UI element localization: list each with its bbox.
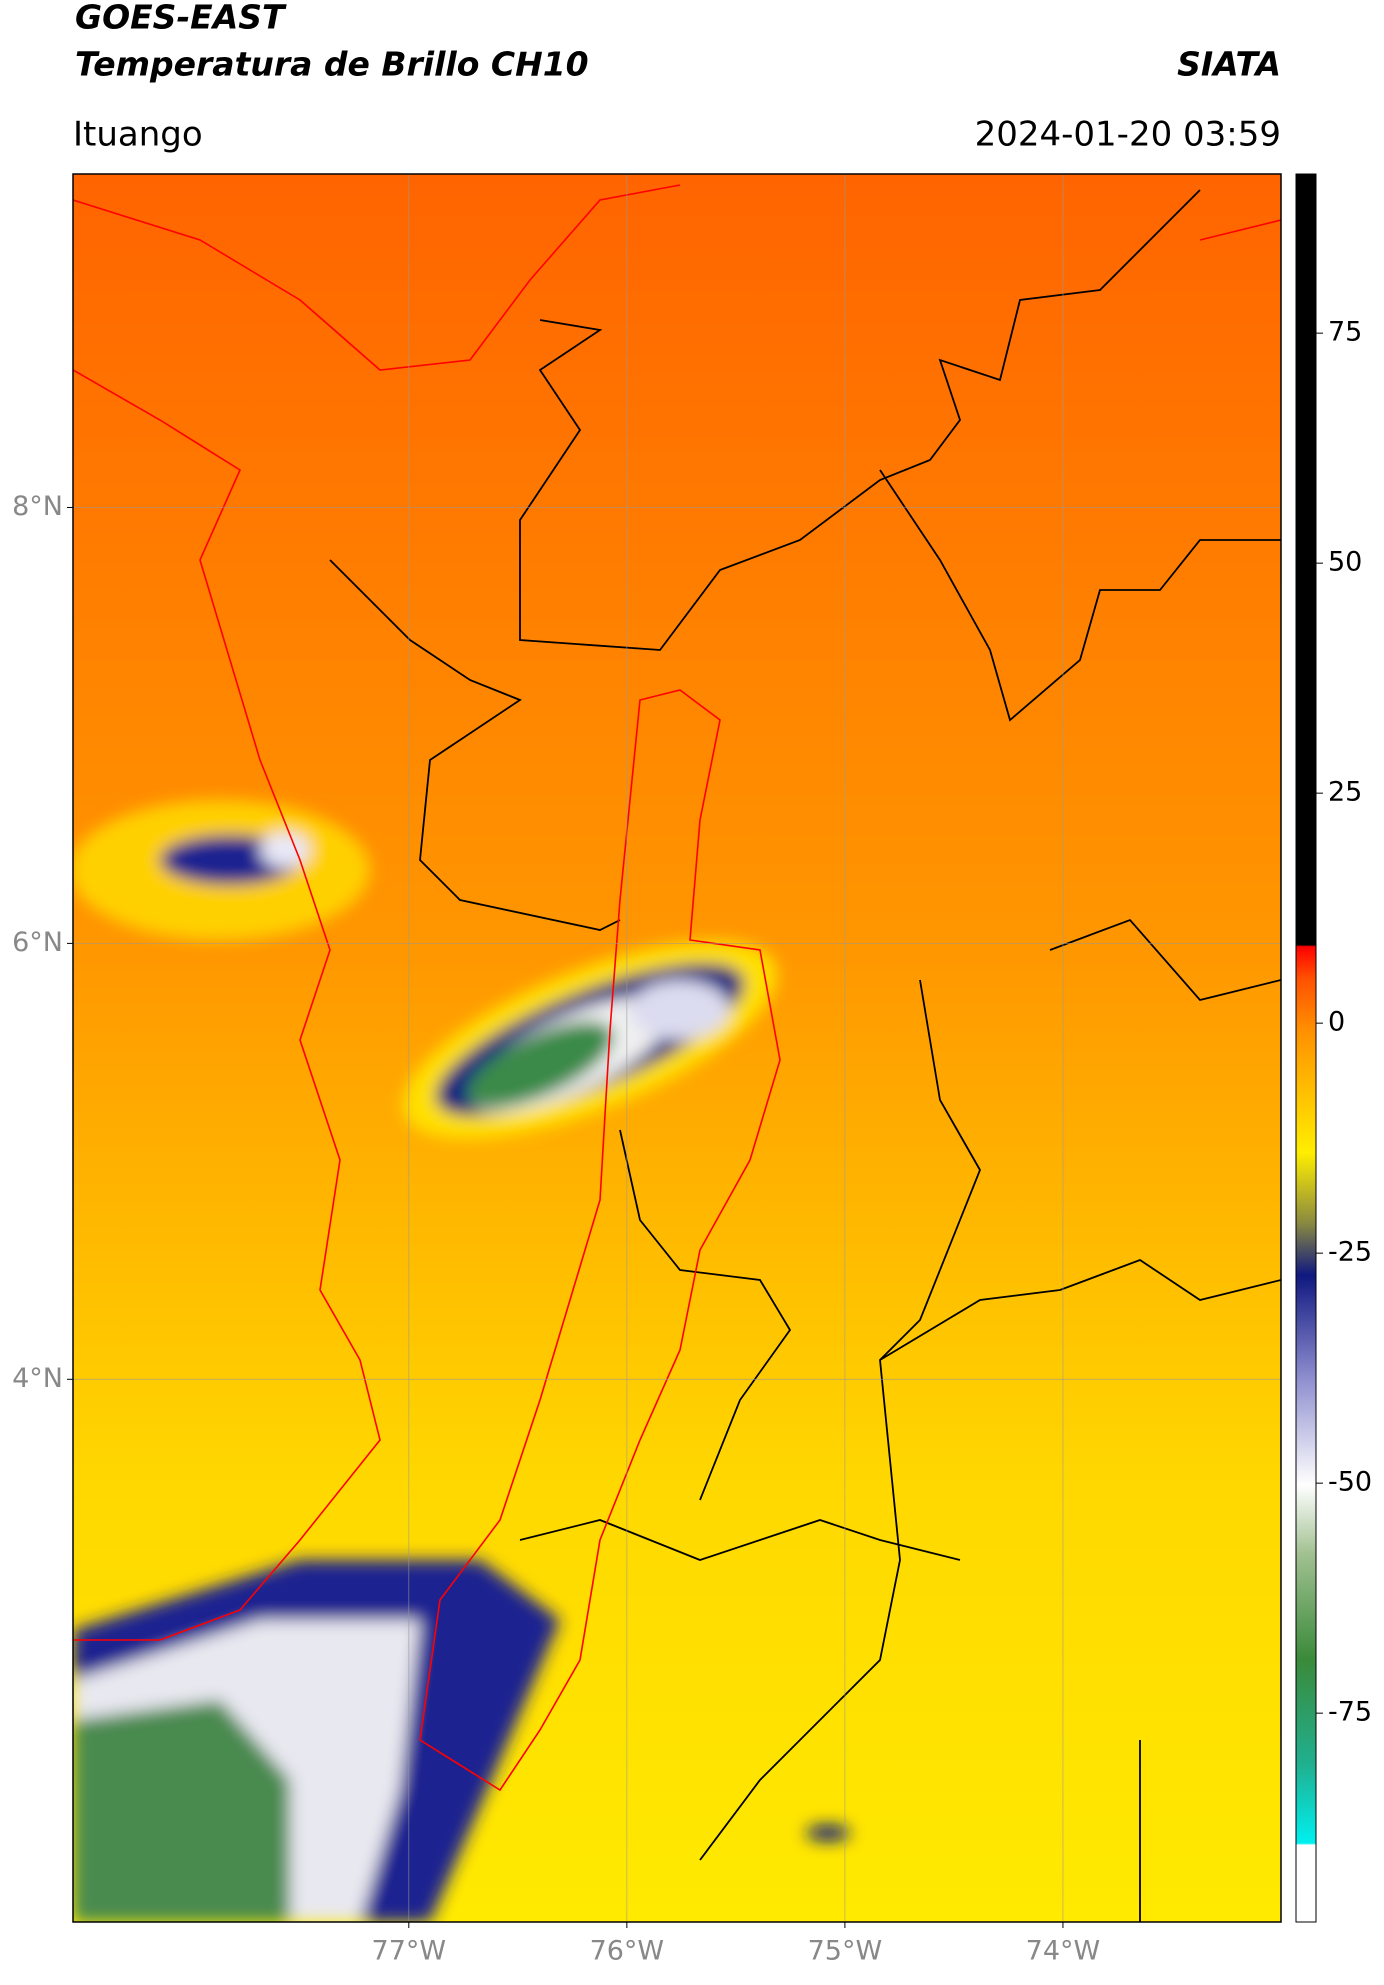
lon-tick-label: 75°W — [808, 1936, 883, 1967]
colorbar-tick-label: 50 — [1328, 547, 1362, 578]
colorbar-tick-label: 0 — [1328, 1007, 1345, 1038]
datetime: 2024-01-20 03:59 — [975, 115, 1281, 155]
location: Ituango — [73, 115, 203, 155]
lat-tick-label: 4°N — [12, 1363, 63, 1394]
lon-tick-label: 76°W — [590, 1936, 665, 1967]
colorbar-tick-label: -50 — [1328, 1467, 1372, 1498]
colorbar — [1295, 173, 1317, 1923]
colorbar-tick-label: -25 — [1328, 1237, 1372, 1268]
map-frame — [72, 173, 1282, 1923]
colorbar-tick-label: -75 — [1328, 1697, 1372, 1728]
map-field — [73, 174, 1281, 1922]
lon-tick-label: 74°W — [1026, 1936, 1101, 1967]
subtitle: Temperatura de Brillo CH10 — [75, 45, 589, 84]
lat-tick-label: 8°N — [12, 491, 63, 522]
graticule: 4°N 6°N 8°N 77°W 76°W 75°W 74°W — [12, 174, 1281, 1967]
colorbar-tick-label: 75 — [1328, 317, 1362, 348]
brand: SIATA — [1177, 45, 1281, 84]
lat-tick-label: 6°N — [12, 927, 63, 958]
lon-tick-label: 77°W — [372, 1936, 447, 1967]
colorbar-tick-label: 25 — [1328, 777, 1362, 808]
title: GOES-EAST — [75, 0, 287, 37]
